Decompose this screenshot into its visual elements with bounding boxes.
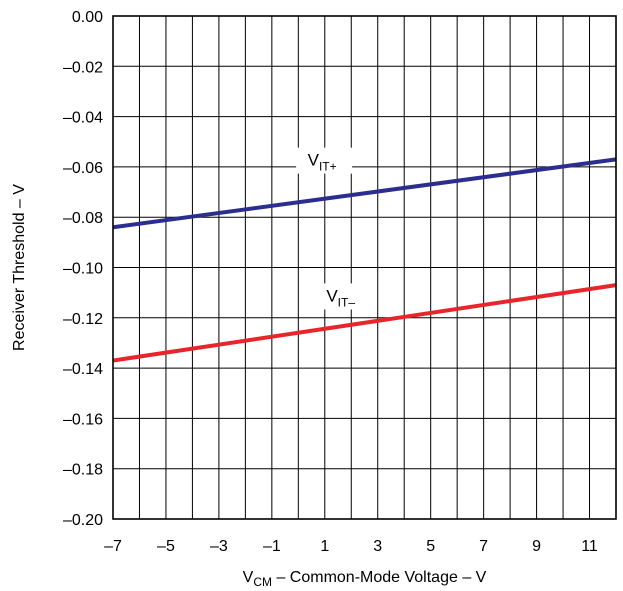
x-axis-title-sub: CM xyxy=(253,575,272,589)
series-labels: VIT+VIT– xyxy=(296,147,371,310)
y-tick-label: –0.14 xyxy=(63,361,103,378)
x-tick-label: 5 xyxy=(426,538,435,555)
series-label-main: V xyxy=(308,151,320,170)
y-tick-labels: 0.00 –0.02 –0.04 –0.06 –0.08 –0.10 –0.12 –0.14 –… xyxy=(63,9,103,529)
y-tick-label: –0.18 xyxy=(63,462,103,479)
y-tick-label: –0.08 xyxy=(63,210,103,227)
x-tick-label: 11 xyxy=(581,538,598,555)
x-tick-label: 9 xyxy=(532,538,541,555)
series-label-bg xyxy=(296,147,353,174)
y-tick-label: –0.04 xyxy=(63,110,103,127)
y-tick-label: –0.02 xyxy=(63,59,103,76)
x-axis-title-rest: – Common-Mode Voltage – V xyxy=(272,569,487,586)
series-label-1: VIT+ xyxy=(308,151,337,174)
series-label-2: VIT– xyxy=(326,286,355,309)
x-tick-label: –3 xyxy=(210,538,228,555)
series-line-2 xyxy=(112,283,617,363)
x-tick-label: 1 xyxy=(320,538,329,555)
x-tick-label: –5 xyxy=(157,538,175,555)
series-lines xyxy=(112,157,617,363)
plot-frame xyxy=(112,15,617,520)
series-label-main: V xyxy=(326,286,338,305)
x-tick-labels: –7 –5 –3 –1 1 3 5 7 9 11 xyxy=(104,538,598,555)
series-line-1 xyxy=(112,157,617,230)
x-tick-label: –7 xyxy=(104,538,122,555)
y-axis-title: Receiver Threshold – V xyxy=(11,184,28,351)
series-label-sub: IT+ xyxy=(319,160,337,174)
grid-lines xyxy=(112,15,617,520)
x-tick-label: –1 xyxy=(263,538,281,555)
y-tick-label: 0.00 xyxy=(72,9,103,26)
x-tick-label: 3 xyxy=(373,538,382,555)
y-tick-label: –0.12 xyxy=(63,311,103,328)
x-axis-title-main: V xyxy=(243,569,254,586)
x-tick-label: 7 xyxy=(479,538,488,555)
y-tick-label: –0.20 xyxy=(63,512,103,529)
y-tick-label: –0.10 xyxy=(63,261,103,278)
series-label-sub: IT– xyxy=(338,295,356,309)
x-axis-title: VCM – Common-Mode Voltage – V xyxy=(243,569,487,589)
y-tick-label: –0.16 xyxy=(63,411,103,428)
y-tick-label: –0.06 xyxy=(63,160,103,177)
series-label-bg xyxy=(314,283,371,310)
